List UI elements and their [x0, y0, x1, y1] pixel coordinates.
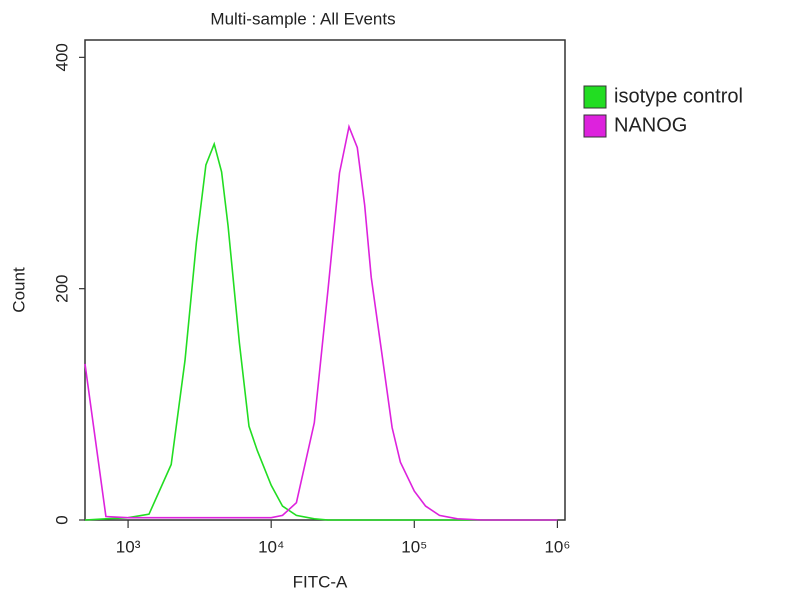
- legend-swatch: [583, 114, 607, 138]
- chart-title: Multi-sample : All Events: [210, 9, 395, 28]
- plot-frame: [84, 39, 566, 521]
- x-tick-label: 10⁶: [544, 537, 570, 556]
- y-axis-label: Count: [9, 267, 28, 313]
- legend-label: NANOG: [614, 114, 687, 136]
- y-tick-label: 0: [52, 515, 71, 524]
- x-tick-label: 10⁴: [258, 537, 284, 556]
- series-line: [84, 141, 558, 521]
- legend-swatch: [583, 85, 607, 109]
- x-tick-label: 10³: [116, 537, 141, 556]
- x-axis-label: FITC-A: [293, 572, 348, 591]
- x-tick-label: 10⁵: [401, 537, 427, 556]
- y-tick-label: 200: [52, 274, 71, 302]
- y-tick-label: 400: [52, 43, 71, 71]
- legend-label: isotype control: [614, 85, 743, 107]
- series-line: [84, 123, 558, 521]
